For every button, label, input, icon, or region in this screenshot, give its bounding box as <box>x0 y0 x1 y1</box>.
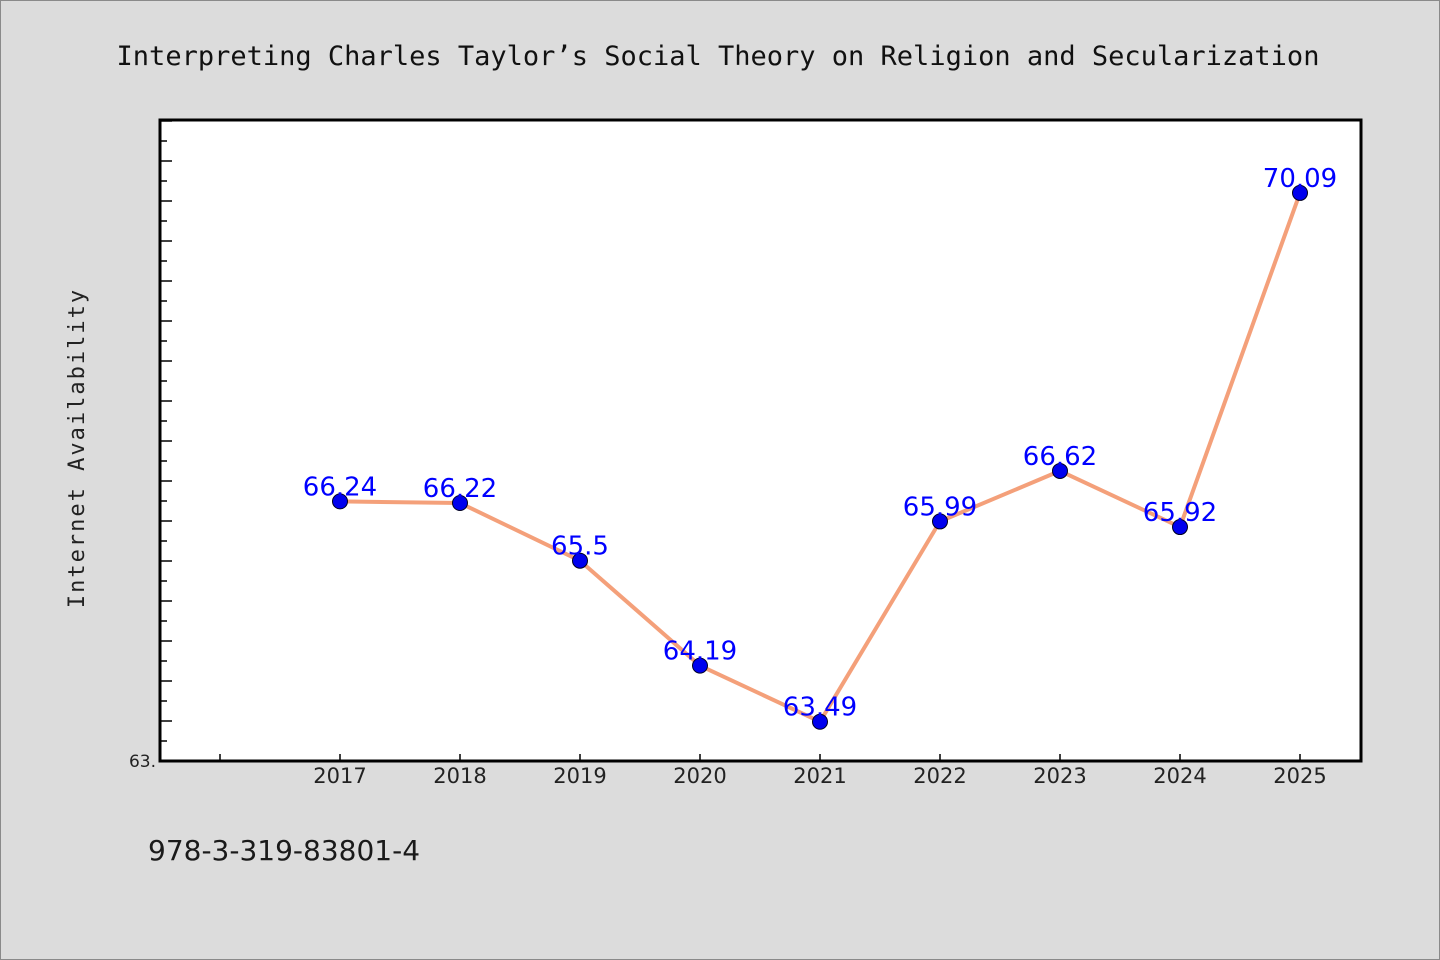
x-tick-label: 2021 <box>793 764 846 788</box>
data-label: 66.62 <box>1023 442 1097 472</box>
data-label: 70.09 <box>1263 164 1337 194</box>
y-axis-label: Internet Availability <box>65 288 90 608</box>
data-point <box>1172 519 1188 536</box>
data-label: 65.5 <box>551 532 609 562</box>
x-tick-label: 2024 <box>1153 764 1206 788</box>
data-point <box>332 493 348 510</box>
data-label: 65.99 <box>903 492 977 522</box>
data-label: 63.49 <box>783 693 857 723</box>
x-tick-label: 2025 <box>1273 764 1326 788</box>
x-tick-label: 2020 <box>673 764 726 788</box>
y-tick-label: 63. <box>129 752 156 772</box>
data-point <box>452 494 468 511</box>
x-tick-label: 2017 <box>313 764 366 788</box>
data-point <box>1052 462 1068 479</box>
data-label: 66.24 <box>303 472 377 502</box>
isbn-text: 978-3-319-83801-4 <box>148 834 421 867</box>
data-labels: 66.24 66.22 65.5 64.19 63.49 65.99 66.62 65.92 7… <box>303 164 1337 723</box>
data-point <box>1292 184 1308 201</box>
data-label: 64.19 <box>663 637 737 667</box>
x-axis-ticks: 2017 2018 2019 2020 2021 2022 2023 2024 2025 <box>219 754 1327 788</box>
data-point <box>812 713 828 730</box>
data-label: 65.92 <box>1143 498 1217 528</box>
data-point <box>692 657 708 674</box>
plot-border <box>158 118 1363 763</box>
x-tick-label: 2019 <box>553 764 606 788</box>
chart-title: Interpreting Charles Taylor’s Social The… <box>117 41 1320 72</box>
plot-area <box>160 120 1361 761</box>
data-point <box>572 552 588 569</box>
x-tick-label: 2023 <box>1033 764 1086 788</box>
x-tick-label: 2022 <box>913 764 966 788</box>
data-point <box>932 513 948 530</box>
data-markers <box>332 184 1308 730</box>
data-label: 66.22 <box>423 474 497 504</box>
x-tick-label: 2018 <box>433 764 486 788</box>
